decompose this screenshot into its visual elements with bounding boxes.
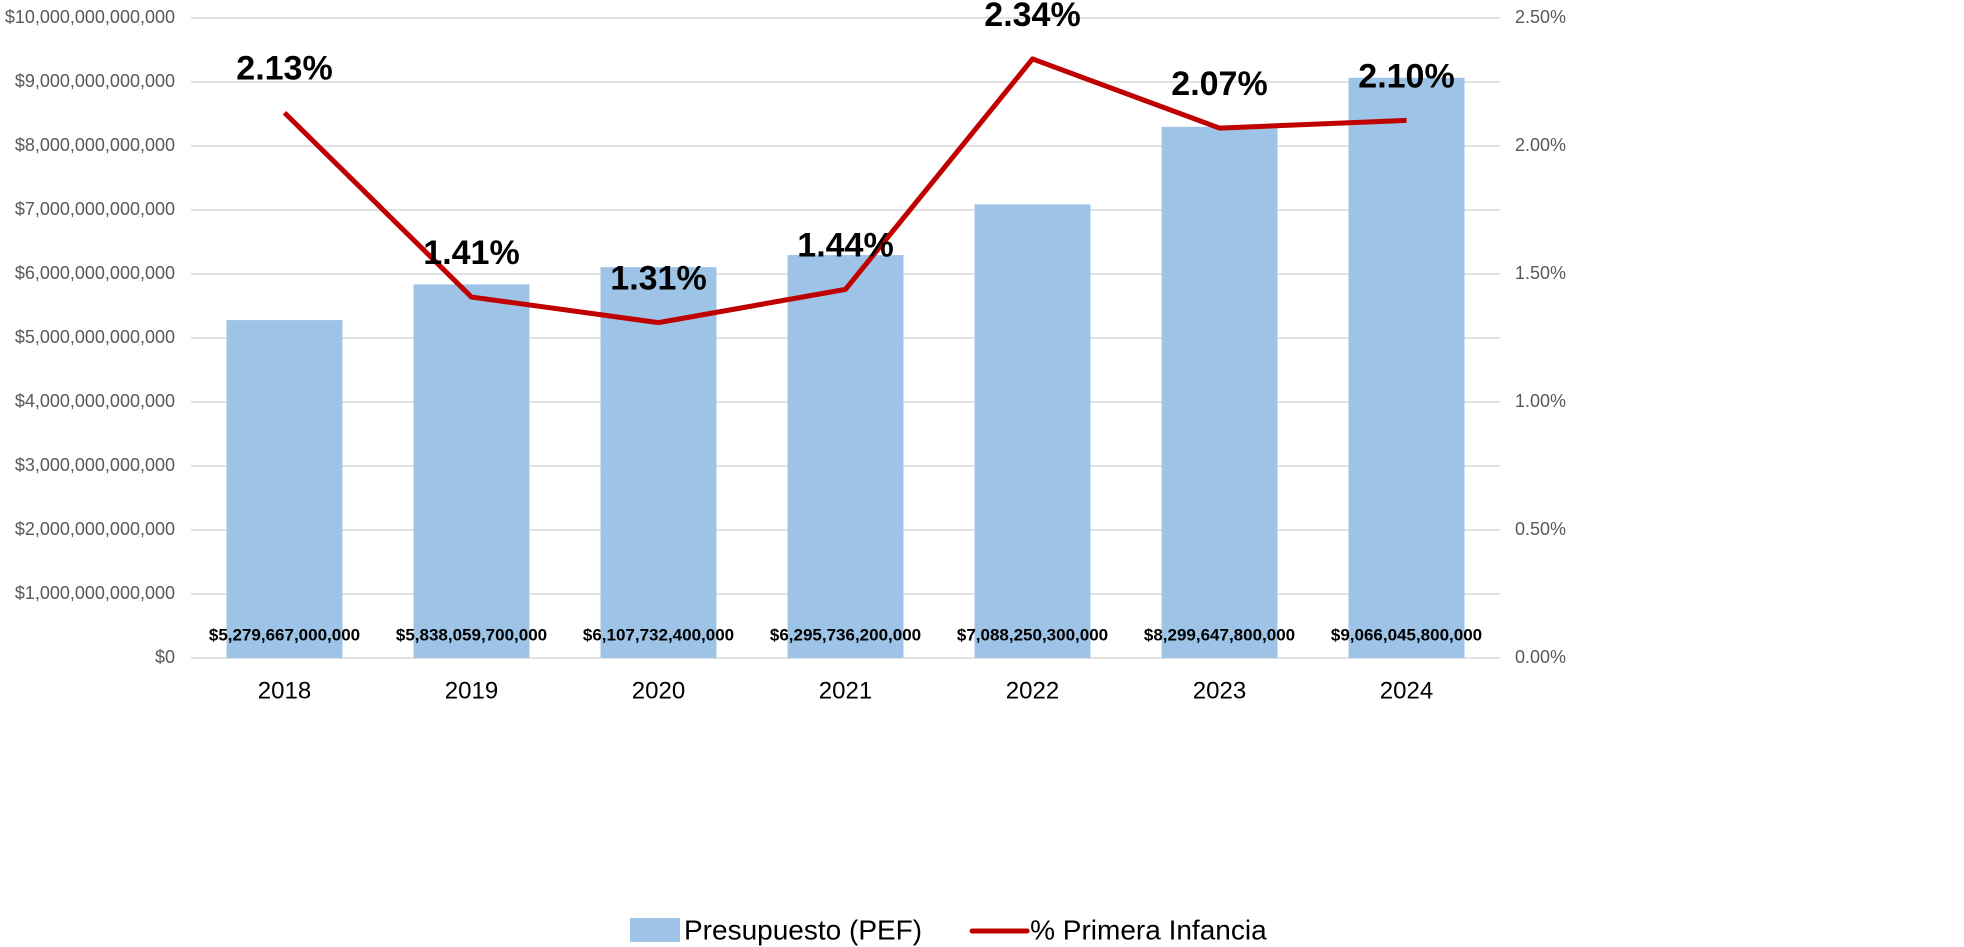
bar xyxy=(226,320,343,658)
legend-label: Presupuesto (PEF) xyxy=(684,914,922,945)
bar-value-label: $6,107,732,400,000 xyxy=(583,625,734,644)
line xyxy=(282,56,1407,326)
y-tick-label: $10,000,000,000,000 xyxy=(5,7,175,27)
bar xyxy=(1348,77,1465,658)
y-tick-label: $6,000,000,000,000 xyxy=(15,263,175,283)
y-tick-label: $4,000,000,000,000 xyxy=(15,391,175,411)
legend-item: % Primera Infancia xyxy=(969,914,1267,945)
x-tick-label: 2024 xyxy=(1380,677,1433,704)
y2-tick-label: 1.50% xyxy=(1515,263,1566,283)
bar xyxy=(787,255,904,658)
legend-item: Presupuesto (PEF) xyxy=(630,914,922,945)
line-value-label: 2.34% xyxy=(984,0,1080,34)
y-tick-label: $7,000,000,000,000 xyxy=(15,199,175,219)
y-tick-label: $2,000,000,000,000 xyxy=(15,519,175,539)
y-tick-label: $3,000,000,000,000 xyxy=(15,455,175,475)
bar xyxy=(600,267,717,658)
x-tick-label: 2018 xyxy=(258,677,311,704)
y2-tick-label: 0.50% xyxy=(1515,519,1566,539)
y-tick-label: $5,000,000,000,000 xyxy=(15,327,175,347)
x-tick-label: 2021 xyxy=(819,677,872,704)
y-tick-label: $1,000,000,000,000 xyxy=(15,583,175,603)
x-tick-label: 2023 xyxy=(1193,677,1246,704)
line-value-label: 1.31% xyxy=(610,260,706,298)
x-tick-label: 2020 xyxy=(632,677,685,704)
y-tick-label: $9,000,000,000,000 xyxy=(15,71,175,91)
y2-tick-label: 2.50% xyxy=(1515,7,1566,27)
bar xyxy=(974,204,1091,658)
line-value-label: 1.41% xyxy=(423,234,519,272)
y2-tick-label: 0.00% xyxy=(1515,647,1566,667)
bar-value-label: $9,066,045,800,000 xyxy=(1331,625,1482,644)
line-value-label: 1.44% xyxy=(797,226,893,264)
bar xyxy=(1161,126,1278,659)
bar-value-label: $6,295,736,200,000 xyxy=(770,625,921,644)
y2-tick-label: 2.00% xyxy=(1515,135,1566,155)
bar-value-label: $5,279,667,000,000 xyxy=(209,625,360,644)
y-tick-label: $0 xyxy=(155,647,175,667)
x-tick-label: 2019 xyxy=(445,677,498,704)
bar-value-label: $7,088,250,300,000 xyxy=(957,625,1108,644)
line-value-label: 2.07% xyxy=(1171,65,1267,103)
legend-label: % Primera Infancia xyxy=(1030,914,1267,945)
bar xyxy=(413,284,530,658)
y-tick-label: $8,000,000,000,000 xyxy=(15,135,175,155)
y2-tick-label: 1.00% xyxy=(1515,391,1566,411)
line-value-label: 2.10% xyxy=(1358,57,1454,95)
bar-value-label: $5,838,059,700,000 xyxy=(396,625,547,644)
line-value-label: 2.13% xyxy=(236,50,332,88)
bar-value-label: $8,299,647,800,000 xyxy=(1144,625,1295,644)
legend-swatch xyxy=(630,918,680,942)
x-tick-label: 2022 xyxy=(1006,677,1059,704)
